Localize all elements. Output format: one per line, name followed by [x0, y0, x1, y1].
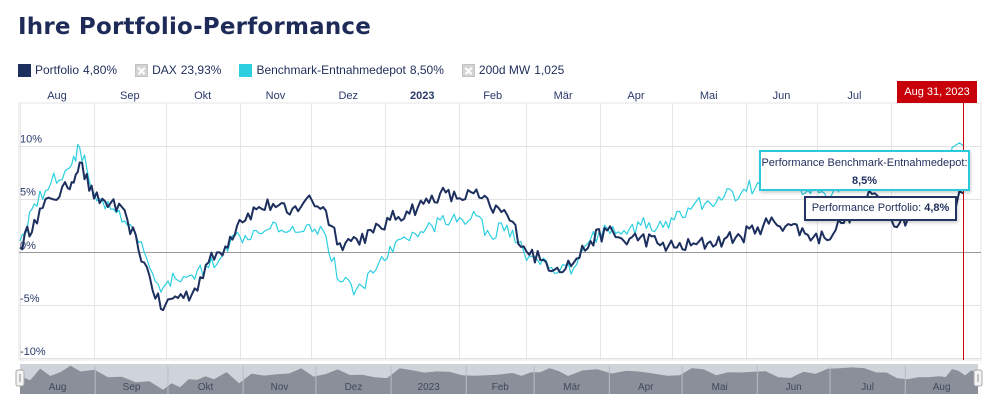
- y-tick-label: -10%: [20, 346, 46, 358]
- tooltip-portfolio: Performance Portfolio: 4,8%: [804, 196, 957, 221]
- navigator-month-label: Okt: [198, 382, 214, 393]
- navigator-month-label: Mai: [712, 382, 728, 393]
- legend-item-1[interactable]: DAX 23,93%: [135, 63, 221, 77]
- range-navigator[interactable]: Aug Sep Okt Nov Dez 2023 Feb Mär Apr Mai Jun Jul Aug: [15, 364, 983, 394]
- legend-value: 4,80%: [83, 63, 118, 77]
- y-axis-labels: 10%5%0%-5%-10%: [20, 134, 46, 359]
- legend-label: 200d MW: [478, 63, 531, 77]
- x-axis-labels: Aug Sep Okt Nov Dez 2023 Feb Mär Apr Mai Jun Jul: [47, 90, 861, 102]
- legend-item-3[interactable]: 200d MW 1,025: [461, 63, 565, 77]
- tooltip-benchmark: Performance Benchmark-Entnahmedepot: 8,5…: [759, 150, 970, 191]
- navigator-area: [20, 365, 978, 394]
- x-tick-label: Mär: [554, 90, 573, 102]
- tooltip-portfolio-value: 4,8%: [924, 202, 950, 214]
- x-tick-label: Okt: [194, 90, 211, 102]
- chart-legend: Portfolio 4,80% DAX 23,93% Benchmark-Entnahm…: [18, 61, 582, 79]
- navigator-handle-left[interactable]: [15, 369, 25, 387]
- legend-label: Benchmark-Entnahmedepot: [256, 63, 406, 77]
- legend-value: 1,025: [534, 63, 565, 77]
- x-tick-label: Jul: [847, 90, 861, 102]
- x-tick-label: 2023: [410, 90, 434, 102]
- navigator-month-label: Sep: [123, 382, 141, 393]
- y-tick-label: -5%: [20, 293, 40, 305]
- x-tick-label: Apr: [627, 90, 644, 102]
- y-tick-label: 10%: [20, 134, 42, 146]
- crosshair-date-label: Aug 31, 2023: [897, 81, 977, 103]
- chart-grid: [18, 102, 982, 361]
- x-tick-label: Aug: [47, 90, 67, 102]
- series-line-portfolio: [19, 161, 964, 312]
- y-tick-label: 5%: [20, 187, 36, 199]
- legend-label: DAX: [152, 63, 177, 77]
- legend-value: 23,93%: [180, 63, 222, 77]
- navigator-month-label: Feb: [492, 382, 510, 393]
- page-title: Ihre Portfolio-Performance: [18, 14, 372, 40]
- navigator-month-label: Jul: [861, 382, 874, 393]
- legend-item-0[interactable]: Portfolio 4,80%: [18, 63, 117, 77]
- navigator-month-label: Mär: [563, 382, 581, 393]
- navigator-month-label: Aug: [49, 382, 67, 393]
- x-tick-label: Mai: [700, 90, 718, 102]
- legend-swatch: [18, 63, 31, 77]
- navigator-month-label: Apr: [638, 382, 654, 393]
- navigator-month-label: 2023: [418, 382, 441, 393]
- navigator-month-label: Nov: [271, 382, 289, 393]
- navigator-month-label: Aug: [933, 382, 951, 393]
- disabled-series-icon: [461, 63, 475, 77]
- x-tick-label: Jun: [773, 90, 791, 102]
- disabled-series-icon: [135, 63, 149, 77]
- tooltip-benchmark-value: 8,5%: [851, 175, 878, 187]
- x-tick-label: Nov: [266, 90, 286, 102]
- navigator-month-label: Dez: [345, 382, 363, 393]
- tooltip-benchmark-label: Performance Benchmark-Entnahmedepot:: [761, 157, 968, 169]
- tooltip-portfolio-label: Performance Portfolio:: [811, 202, 922, 214]
- legend-label: Portfolio: [35, 63, 80, 77]
- legend-item-2[interactable]: Benchmark-Entnahmedepot 8,50%: [239, 63, 444, 77]
- legend-value: 8,50%: [409, 63, 444, 77]
- navigator-month-label: Jun: [786, 382, 802, 393]
- legend-swatch: [239, 63, 253, 77]
- x-tick-label: Feb: [483, 90, 502, 102]
- x-tick-label: Dez: [338, 90, 358, 102]
- navigator-handle-right[interactable]: [973, 369, 983, 387]
- x-tick-label: Sep: [120, 90, 140, 102]
